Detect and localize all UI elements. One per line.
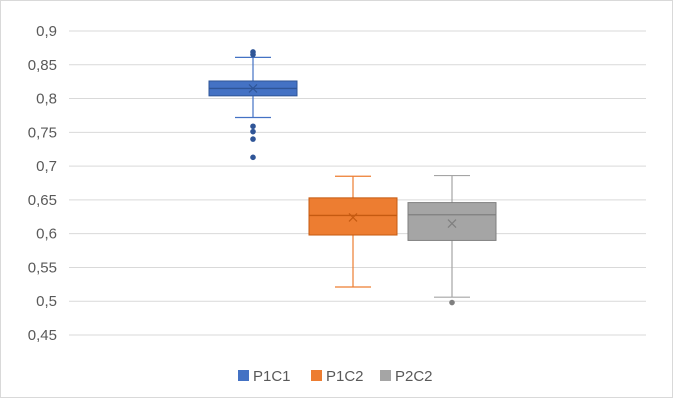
box-p1c2 <box>308 175 398 288</box>
legend-swatch-p2c2 <box>380 370 391 381</box>
outlier-point <box>250 128 256 135</box>
outlier-point <box>449 299 455 306</box>
mean-marker <box>447 219 457 228</box>
legend-swatch-p1c2 <box>311 370 322 381</box>
gridlines <box>69 30 646 336</box>
y-tick-label: 0,55 <box>28 259 57 276</box>
legend-label-p2c2: P2C2 <box>395 368 433 385</box>
outlier-point <box>250 136 256 142</box>
mean-marker <box>248 83 258 93</box>
y-tick-label: 0,75 <box>28 124 57 141</box>
y-tick-label: 0,9 <box>36 23 57 40</box>
y-tick-label: 0,85 <box>28 57 57 74</box>
y-tick-label: 0,45 <box>28 327 57 344</box>
legend-swatch-p1c1 <box>238 370 249 381</box>
box-p2c2 <box>407 174 497 306</box>
y-axis-ticks: 0,9 0,85 0,8 0,75 0,7 0,65 0,6 0,55 0,5 0,45 <box>28 23 57 344</box>
y-tick-label: 0,65 <box>28 192 57 209</box>
outlier-point <box>250 154 256 161</box>
mean-marker <box>348 213 358 222</box>
box-iqr <box>407 202 497 241</box>
outlier-point <box>250 51 256 58</box>
boxes <box>208 49 497 306</box>
box-p1c1 <box>208 49 298 161</box>
y-tick-label: 0,6 <box>36 226 57 243</box>
y-tick-label: 0,5 <box>36 293 57 310</box>
legend-label-p1c2: P1C2 <box>326 368 364 385</box>
legend-label-p1c1: P1C1 <box>253 368 291 385</box>
outlier-point <box>250 123 256 130</box>
box-iqr <box>308 197 398 236</box>
y-tick-label: 0,7 <box>36 158 57 175</box>
y-tick-label: 0,8 <box>36 91 57 108</box>
legend: P1C1 P1C2 P2C2 <box>238 368 433 385</box>
